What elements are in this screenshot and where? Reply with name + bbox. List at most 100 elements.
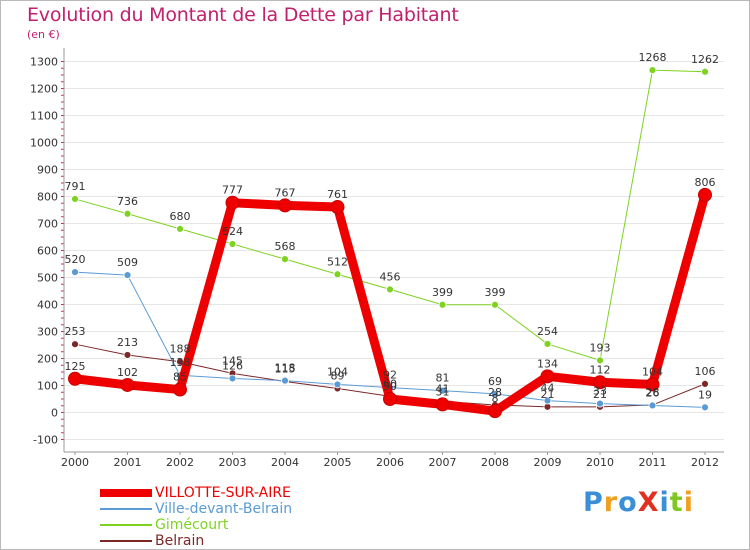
data-label: 104 [327,365,348,378]
legend-label: Ville-devant-Belrain [155,501,293,517]
series-point [543,396,552,405]
data-label: 44 [541,382,555,395]
data-label: 28 [646,386,660,399]
data-label: 118 [275,362,296,375]
data-label: 21 [593,388,607,401]
series-point [71,195,79,203]
data-label: 115 [275,362,296,375]
data-label: 399 [432,286,453,299]
brand-logo: ProXiti [583,487,694,518]
series-point [488,404,502,419]
y-tick-label: 200 [37,353,58,366]
legend-label: Belrain [155,533,205,549]
series-point [228,240,237,248]
series-point [491,300,499,309]
series-point [120,377,135,392]
series-point [333,380,342,389]
series-point [386,285,394,294]
data-label: 253 [65,325,86,338]
data-label: 106 [695,365,716,378]
series-point [228,374,237,383]
data-label: 254 [537,325,558,338]
data-label: 125 [65,360,86,373]
y-tick-label: 1100 [30,110,58,123]
data-label: 92 [383,369,397,382]
series-point [438,386,447,395]
x-tick-label: 2004 [271,456,299,469]
series-point [71,340,79,349]
data-label: 21 [541,388,555,401]
data-label: 806 [695,176,716,189]
data-label: 85 [173,371,187,384]
y-tick-label: 0 [51,407,58,420]
y-tick-label: 400 [37,299,58,312]
series-point [123,271,132,279]
data-label: 81 [436,372,450,385]
data-label: 102 [117,366,138,379]
data-label: 104 [642,365,663,378]
data-label: 624 [222,225,243,238]
data-label: 89 [331,369,345,382]
data-label: 509 [117,256,138,269]
series-point [71,268,79,277]
y-tick-label: 300 [37,326,58,339]
x-tick-label: 2012 [691,456,719,469]
data-label: 41 [436,382,450,395]
y-tick-label: -100 [33,434,58,447]
series-point [596,356,604,365]
x-tick-label: 2009 [534,456,562,469]
y-tick-label: 900 [37,164,58,177]
data-label: 19 [698,388,712,401]
series-point [701,379,709,388]
chart-subtitle: (en €) [27,28,60,41]
series-point [330,200,345,215]
x-tick-label: 2008 [481,456,509,469]
series-point [491,389,499,398]
data-label: 134 [537,357,558,370]
data-label: 145 [222,354,243,367]
data-label: 456 [380,270,401,283]
legend-label: VILLOTTE-SUR-AIRE [155,485,291,501]
series-point [333,270,342,279]
series-point [698,187,712,202]
x-tick-label: 2011 [639,456,667,469]
x-tick-label: 2005 [324,456,352,469]
series-point [593,375,607,390]
series-point [278,198,292,213]
series-point [225,195,240,210]
x-tick-label: 2000 [61,456,89,469]
y-tick-label: 500 [37,272,58,285]
series-point [123,351,132,359]
x-tick-label: 2006 [376,456,404,469]
y-tick-label: 100 [37,380,58,393]
chart-title: Evolution du Montant de la Dette par Hab… [27,4,459,26]
data-label: 26 [646,386,660,399]
series-point [701,403,709,412]
series-point [648,66,657,75]
series-point [596,399,604,408]
data-label: 512 [327,255,348,268]
data-label: 767 [275,186,296,199]
data-label: 1262 [691,53,719,66]
data-label: 50 [383,380,397,393]
series-point [435,397,450,412]
y-tick-label: 1300 [30,56,58,69]
y-tick-label: 1000 [30,137,58,150]
data-label: 399 [485,286,506,299]
data-label: 736 [117,195,138,208]
y-tick-label: 800 [37,191,58,204]
series-point [173,382,187,397]
series-point [648,401,657,410]
data-label: 33 [593,385,607,398]
y-tick-label: 1200 [30,83,58,96]
x-tick-label: 2010 [586,456,614,469]
data-label: 28 [488,386,502,399]
data-label: 761 [327,188,348,201]
y-tick-label: 700 [37,218,58,231]
series-point [543,340,552,348]
data-label: 193 [590,341,611,354]
y-tick-label: 600 [37,245,58,258]
data-label: 8 [492,392,499,405]
x-tick-label: 2003 [219,456,247,469]
